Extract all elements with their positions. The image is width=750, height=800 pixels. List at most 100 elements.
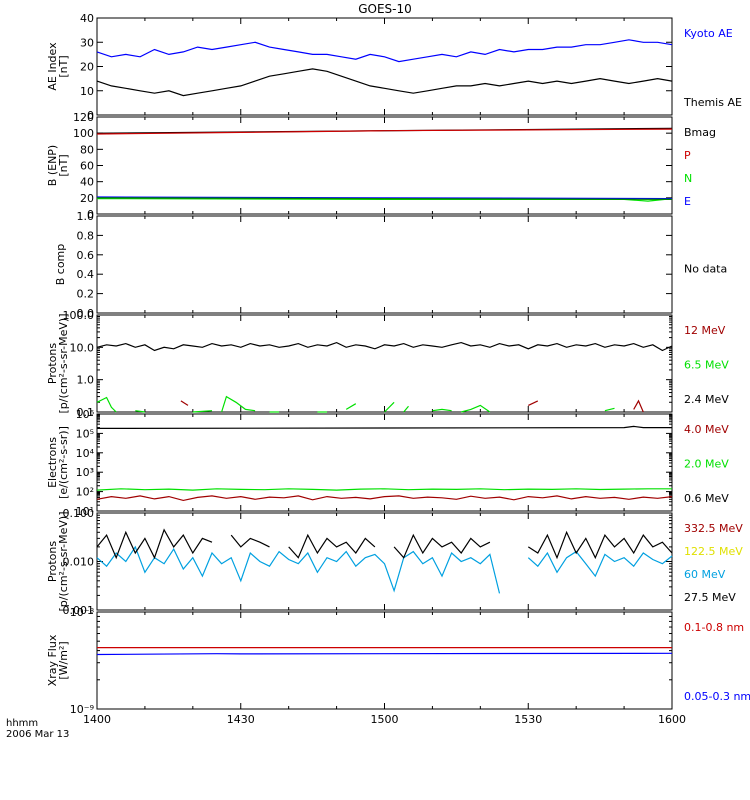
panel-frame (96, 215, 673, 314)
y-tick-label: 0.010 (63, 556, 95, 569)
series-line-protons_high-3 (393, 533, 491, 559)
y-axis-label: B (ENP)[nT] (46, 145, 70, 186)
legend-entry: 332.5 MeV (684, 522, 743, 535)
panel-xray: 10⁻⁹ 10⁻⁸ Xray Flux[W/m²] 0.1-0.8 nm 0.05-0.… (46, 606, 750, 716)
series-line-protons-1 (604, 407, 615, 412)
y-tick-label: 0 (87, 208, 94, 221)
legend-entry: E (684, 195, 691, 208)
x-tick-label: 1530 (514, 713, 542, 726)
series-line-protons-0 (528, 400, 539, 406)
series-line-xray-1 (96, 652, 673, 656)
legend-entry: 122.5 MeV (684, 545, 743, 558)
legend-entry: 2.4 MeV (684, 393, 729, 406)
y-axis-label: Protons[p/(cm²-s-sr-MeV)] (46, 314, 70, 414)
legend-entry: 2.0 MeV (684, 458, 729, 471)
series-line-electrons-1 (96, 488, 672, 491)
y-tick-label: 20 (80, 192, 94, 205)
y-tick-label: 10.0 (70, 341, 95, 354)
y-tick-label: 10⁻⁸ (70, 606, 95, 619)
panel-frame (96, 17, 673, 116)
y-tick-label: 10⁴ (76, 447, 95, 460)
series-line-ae-0 (96, 39, 673, 63)
series-line-protons-1 (135, 410, 145, 413)
legend-entry: N (684, 172, 692, 185)
series-line-protons_high-3 (527, 530, 673, 560)
series-line-protons_high-2 (96, 545, 501, 594)
panel-frame (96, 314, 673, 413)
legend-entry: 0.6 MeV (684, 492, 729, 505)
series-line-electrons-0 (96, 495, 673, 502)
y-tick-label: 10⁻⁹ (70, 703, 94, 716)
legend-entry: 12 MeV (684, 324, 726, 337)
series-line-protons-1 (432, 408, 452, 412)
y-axis-label-line: [nT] (57, 154, 70, 176)
series-line-protons_high-3 (288, 533, 376, 559)
y-tick-label: 40 (80, 12, 94, 25)
y-tick-label: 0.1 (77, 406, 95, 419)
panel-bcomp: 0.0 0.2 0.4 0.6 0.8 1.0 B comp No data (54, 210, 727, 320)
y-axis-label-line: [p/(cm²-s-sr-MeV)] (57, 512, 70, 612)
time-axis-label: hhmm (6, 718, 38, 729)
y-axis-label-line: B (ENP) (46, 145, 59, 186)
y-tick-label: 10³ (76, 466, 94, 479)
legend-entry: 4.0 MeV (684, 423, 729, 436)
legend-entry: 0.05-0.3 nm (684, 690, 750, 703)
y-tick-label: 0 (87, 109, 94, 122)
y-axis-label: AE Index[nT] (46, 42, 70, 91)
y-tick-label: 1.0 (77, 210, 95, 223)
series-line-protons-2 (96, 341, 673, 352)
panel-frame (96, 611, 673, 710)
y-axis-label-line: Protons (46, 541, 59, 582)
series-line-protons-1 (461, 404, 491, 413)
y-tick-label: 100 (73, 127, 94, 140)
legend-entry: 27.5 MeV (684, 591, 736, 604)
x-tick-label: 1400 (83, 713, 111, 726)
y-axis-label-line: Protons (46, 343, 59, 384)
y-tick-label: 30 (80, 36, 94, 49)
no-data-note: No data (684, 263, 727, 276)
y-axis-label-line: [e/(cm²-s-sr)] (57, 426, 70, 499)
y-tick-label: 0.4 (77, 268, 95, 281)
y-axis-label-line: AE Index (46, 42, 59, 91)
panel-bfield: 0 20 40 60 80 100 120 B (ENP)[nT] Bmag PNE (46, 111, 716, 221)
panel-electrons: 10¹ 10² 10³ 10⁴ 10⁵ 10⁶ Electrons[e/(cm²-s-sr)… (46, 408, 729, 518)
panel-protons: 0.11.010.0100.0Protons[p/(cm²-s-sr-MeV)]… (46, 309, 729, 419)
series-line-electrons-2 (96, 425, 672, 429)
series-line-protons-0 (180, 400, 189, 406)
legend-entry: Kyoto AE (684, 27, 733, 40)
legend-entry: Bmag (684, 126, 716, 139)
y-tick-label: 1.0 (77, 374, 95, 387)
y-axis-label-line: [W/m²] (57, 641, 70, 679)
y-axis-label: Protons[p/(cm²-s-sr-MeV)] (46, 512, 70, 612)
series-line-bfield-1 (96, 128, 673, 135)
series-line-protons-1 (192, 410, 213, 413)
y-tick-label: 0.2 (77, 288, 95, 301)
x-tick-label: 1600 (658, 713, 686, 726)
series-line-bfield-3 (96, 196, 673, 200)
series-line-protons_high-3 (96, 528, 213, 560)
y-tick-label: 10⁵ (76, 427, 94, 440)
y-axis-label: B comp (54, 244, 67, 286)
series-line-protons-1 (96, 396, 117, 413)
y-tick-label: 0.001 (63, 604, 95, 617)
y-axis-label-line: [p/(cm²-s-sr-MeV)] (57, 314, 70, 414)
series-line-ae-1 (96, 68, 673, 97)
legend-entry: P (684, 149, 691, 162)
y-tick-label: 0.0 (77, 307, 95, 320)
series-line-protons_high-3 (230, 534, 270, 548)
y-tick-label: 10 (80, 85, 94, 98)
panel-protons_high: 0.0010.0100.100Protons[p/(cm²-s-sr-MeV)]… (46, 507, 743, 617)
y-tick-label: 0.100 (63, 507, 95, 520)
panel-ae: 0 10 20 30 40 AE Index[nT] Kyoto AE Themis AE (46, 12, 742, 122)
series-line-protons-0 (633, 399, 644, 413)
series-line-protons-1 (345, 403, 357, 410)
x-tick-label: 1430 (227, 713, 255, 726)
y-tick-label: 100.0 (63, 309, 95, 322)
y-tick-label: 120 (73, 111, 94, 124)
time-axis-date: 2006 Mar 13 (6, 729, 69, 740)
y-tick-label: 0.6 (77, 249, 95, 262)
panel-frame (96, 512, 673, 611)
x-tick-label: 1500 (371, 713, 399, 726)
y-axis-label-line: Xray Flux (46, 634, 59, 686)
y-axis-label-line: B comp (54, 244, 67, 286)
